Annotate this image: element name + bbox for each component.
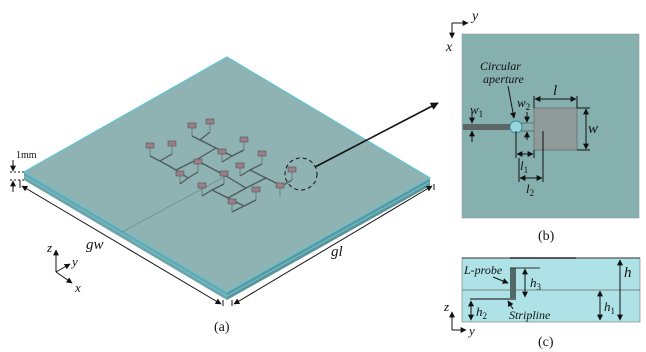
panel-a: 1mm gw gl z y x (a) [10,56,439,335]
patch-element [167,140,177,154]
patch-element [193,158,203,172]
patch-element [175,170,185,184]
patch-width-label: w [588,121,598,137]
axis-x-label-b: x [445,40,453,55]
feed-line [463,124,519,130]
patch-element [205,118,215,132]
h3-label: h3 [530,275,542,292]
len-1-label: l1 [520,158,528,175]
axis-z-label: z [46,240,52,255]
patch-array [145,118,297,212]
patch-element [217,148,227,162]
patch-element [239,136,249,150]
patch-length-label: l [553,83,557,99]
h-total-label: h [624,265,632,281]
zoom-arrow [314,102,439,168]
caption-b: (b) [538,229,555,244]
l-probe-vertical [510,268,516,298]
panel-b: y x Circular aperture l w w1 w2 [445,9,640,244]
patch-element [219,170,229,184]
patch-element [287,166,297,180]
axes-b: y x [445,9,479,55]
axis-y-label: y [70,254,78,269]
axis-x-label: x [74,280,81,295]
feed-width-1-label: w1 [470,102,483,119]
axis-y-label-b: y [470,9,479,24]
caption-c: (c) [538,335,554,350]
h1-label: h1 [604,299,615,316]
ground-length-label: gl [331,244,343,260]
patch-element [187,122,197,136]
axis-y-label-c: y [467,323,475,338]
probe-label: L-probe [463,263,503,277]
patch-element [257,150,267,164]
ground-width-label: gw [86,237,104,253]
patch-element [235,162,245,176]
aperture-label-line2: aperture [483,72,525,86]
axes-a: z y x [46,240,81,295]
len-2-label: l2 [526,181,534,198]
h2-label: h2 [476,304,487,321]
patch [533,107,578,151]
axes-c: z y [443,299,475,338]
caption-a: (a) [214,320,230,335]
feed-width-2-label: w2 [517,95,530,112]
patch-element [145,142,155,156]
aperture-label-line1: Circular [480,59,521,73]
stripline-label: Stripline [509,308,551,322]
thickness-label: 1mm [16,150,37,161]
axis-z-label-c: z [443,299,449,314]
panel-c: L-probe Stripline h3 h2 h h1 z y (c) [443,257,641,350]
